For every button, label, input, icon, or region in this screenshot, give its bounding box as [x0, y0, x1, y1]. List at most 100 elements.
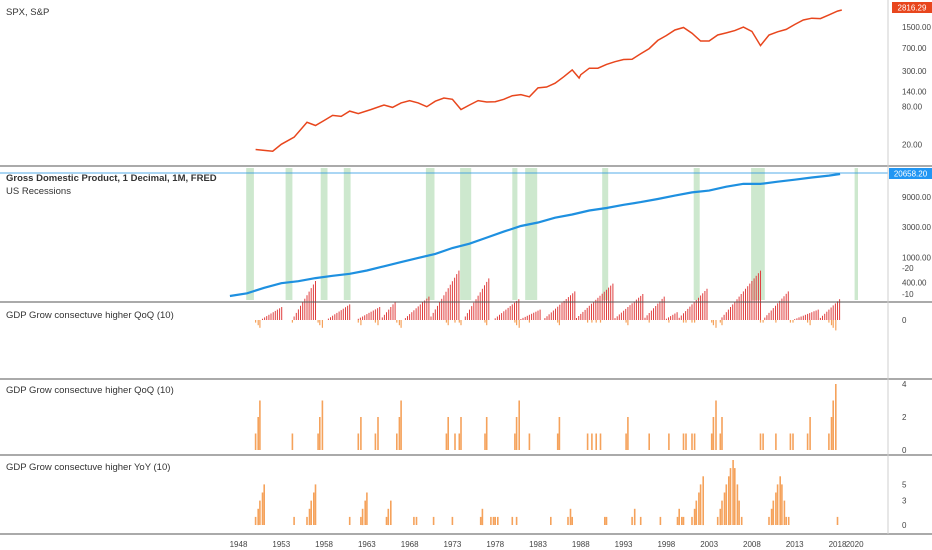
x-tick-label: 1958: [315, 540, 333, 549]
yoy-count-bar: [768, 516, 770, 525]
yoy-count-bar: [490, 516, 492, 525]
qoq-count-bar: [792, 433, 794, 450]
yoy-count-bar: [678, 508, 680, 526]
time-axis: 1948 1953 1958 1963 1968 1973 1978 1983 1988 1993…: [230, 540, 864, 549]
yoy-count-bar: [725, 484, 728, 525]
x-tick-label: 2018: [829, 540, 847, 549]
qoq-count-pane[interactable]: GDP Grow consectuve higher QoQ (10): [6, 384, 837, 450]
x-tick-label: 2013: [786, 540, 804, 549]
gdp-title: Gross Domestic Product, 1 Decimal, 1M, F…: [6, 173, 217, 184]
yoy-count-bar: [772, 500, 775, 525]
qoq-count-bar: [599, 433, 602, 450]
yoy-count-bar: [693, 508, 696, 526]
yoy-count-bar: [451, 516, 454, 525]
qoq-count-y-tick: 0: [902, 446, 907, 455]
yoy-count-bar: [497, 516, 499, 525]
qoq-count-bar: [254, 433, 257, 450]
spx-y-tick: 20.00: [902, 140, 923, 149]
recession-band: [460, 168, 472, 300]
qoq-count-bar: [291, 433, 294, 450]
yoy-count-bar: [314, 484, 317, 525]
yoy-count-bar: [259, 500, 261, 525]
x-tick-label: 1978: [486, 540, 504, 549]
yoy-count-bar: [723, 492, 726, 525]
yoy-count-y-tick: 5: [902, 480, 907, 489]
yoy-count-pane[interactable]: GDP Grow consectuve higher YoY (10): [6, 460, 839, 526]
qoq-count-bar: [514, 433, 516, 450]
qoq-count-bar: [374, 433, 377, 450]
qoq-count-title: GDP Grow consectuve higher QoQ (10): [6, 385, 174, 396]
yoy-count-bar: [306, 516, 308, 525]
yoy-count-bar: [633, 508, 636, 526]
x-tick-label: 1998: [657, 540, 675, 549]
yoy-count-bar: [360, 516, 362, 525]
qoq-count-bar: [591, 433, 593, 450]
qoq-count-bar: [691, 433, 693, 450]
qoq-count-bar: [627, 417, 629, 450]
qoq-count-bar: [832, 400, 834, 450]
yoy-count-bar: [257, 508, 259, 526]
yoy-count-bar: [770, 508, 773, 526]
qoq-count-bar: [586, 433, 589, 450]
x-tick-label: 2020: [846, 540, 864, 549]
qoq-count-bar: [830, 417, 833, 450]
qoq-count-bar: [445, 433, 448, 450]
qoq-y-tick: -20: [902, 264, 914, 273]
yoy-count-bar: [348, 516, 351, 525]
yoy-count-bar: [390, 500, 392, 525]
qoq-y-tick: -10: [902, 290, 914, 299]
gdp-y-tick: 400.00: [902, 279, 927, 288]
yoy-count-bar: [699, 484, 702, 525]
qoq-count-bar: [558, 417, 561, 450]
yoy-count-bar: [781, 484, 783, 525]
recession-band: [343, 168, 351, 300]
qoq-count-bar: [762, 433, 764, 450]
qoq-count-bar: [458, 433, 461, 450]
recession-band: [246, 168, 254, 300]
gdp-last-value-bg: [889, 168, 932, 179]
yoy-count-bar: [494, 516, 496, 525]
x-tick-label: 1948: [230, 540, 248, 549]
x-tick-label: 1968: [401, 540, 419, 549]
qoq-count-bar: [447, 417, 449, 450]
yoy-count-y-tick: 3: [902, 497, 907, 506]
yoy-count-bar: [728, 476, 730, 526]
qoq-pane[interactable]: GDP Grow consectuve higher QoQ (10): [6, 270, 841, 331]
qoq-count-bar: [460, 417, 462, 450]
gdp-pane[interactable]: Gross Domestic Product, 1 Decimal, 1M, F…: [0, 168, 888, 300]
yoy-count-bar: [293, 516, 295, 525]
qoq-count-bar: [682, 433, 685, 450]
yoy-count-bar: [364, 500, 366, 525]
yoy-count-bar: [263, 484, 265, 525]
recession-band: [425, 168, 435, 300]
qoq-count-bar: [789, 433, 792, 450]
yoy-count-bar: [776, 484, 779, 525]
yoy-count-bar: [639, 516, 642, 525]
qoq-count-bar: [835, 384, 837, 450]
spx-pane[interactable]: SPX, S&P: [6, 7, 842, 152]
yoy-count-bar: [716, 516, 719, 525]
yoy-count-bar: [385, 516, 388, 525]
yoy-count-bar: [366, 492, 368, 525]
spx-last-value-bg: [892, 2, 932, 13]
yoy-count-bar: [787, 516, 790, 525]
x-tick-label: 1988: [572, 540, 590, 549]
yoy-count-bar: [775, 492, 777, 525]
yoy-count-bar: [605, 516, 608, 525]
yoy-count-bar: [310, 500, 312, 525]
yoy-count-title: GDP Grow consectuve higher YoY (10): [6, 462, 170, 473]
yoy-count-bar: [729, 468, 732, 525]
spx-y-tick: 700.00: [902, 44, 927, 53]
recession-band: [751, 168, 765, 300]
yoy-count-bar: [732, 460, 734, 525]
qoq-count-bar: [515, 417, 518, 450]
qoq-count-bar: [806, 433, 809, 450]
qoq-count-bar: [719, 433, 722, 450]
qoq-count-bar: [259, 400, 261, 450]
yoy-count-bar: [702, 476, 704, 526]
x-tick-label: 1953: [272, 540, 290, 549]
spx-y-tick: 140.00: [902, 87, 927, 96]
yoy-count-bar: [571, 516, 573, 525]
yoy-count-bar: [361, 508, 364, 526]
y-axes: 1500.00 700.00 300.00 140.00 80.00 20.00 9000.…: [889, 2, 932, 530]
